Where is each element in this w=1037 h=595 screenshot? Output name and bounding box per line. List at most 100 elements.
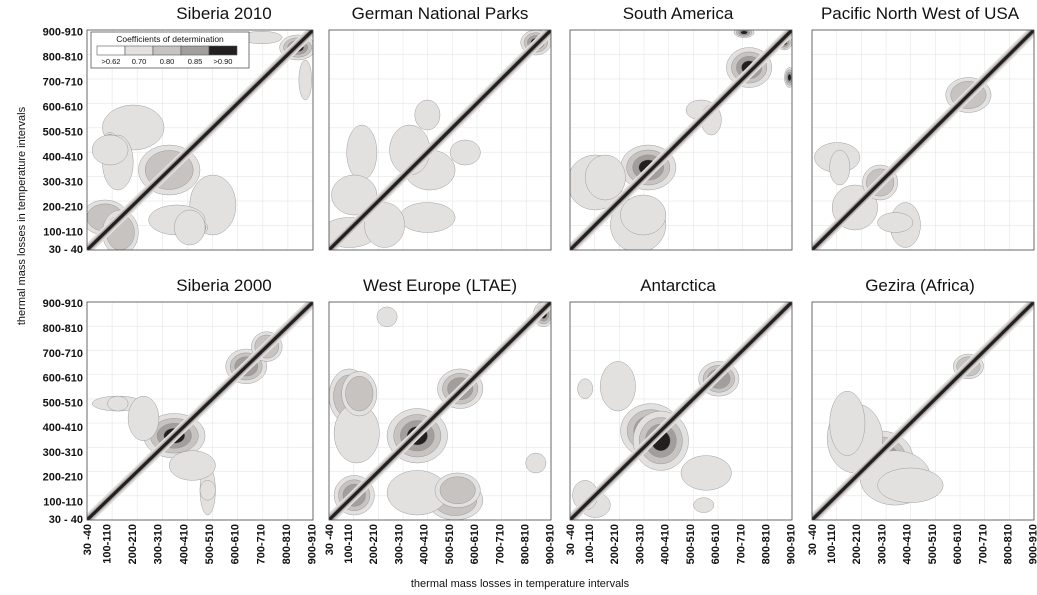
y-tick-label: 200-210: [43, 201, 83, 213]
panel-title: Pacific North West of USA: [820, 4, 1020, 23]
panel-title: South America: [622, 4, 734, 23]
y-tick-label: 600-610: [43, 101, 83, 113]
x-tick-label: 600-610: [469, 524, 481, 564]
y-axis-label: thermal mass losses in temperature inter…: [16, 106, 28, 326]
contour-region: [600, 361, 636, 412]
contour-region: [449, 139, 481, 166]
legend-swatch: [96, 45, 126, 56]
contour-layer: [812, 30, 1034, 250]
x-tick-label: 200-210: [851, 524, 863, 564]
contour-layer: [87, 30, 313, 250]
contour-region: [364, 202, 405, 248]
x-tick-label: 900-910: [1028, 524, 1037, 564]
contour-region: [414, 99, 441, 131]
contour-layer: [329, 30, 551, 250]
y-tick-label: 500-510: [43, 126, 83, 138]
x-tick-label: 100-110: [343, 524, 355, 564]
x-tick-label: 400-410: [660, 524, 672, 564]
contour-region: [829, 149, 851, 186]
panel-frame: [86, 29, 314, 251]
x-tick-label: 700-710: [977, 524, 989, 564]
x-tick-label: 400-410: [902, 524, 914, 564]
contour-region: [584, 154, 626, 201]
heatmap-panel: 30 -40 100-110 200-210 300-310 400-410 500-51…: [324, 301, 557, 564]
diagonal-band: [570, 302, 792, 520]
x-tick-label: 700-710: [735, 524, 747, 564]
x-axis-label: thermal mass losses in temperature inter…: [410, 578, 630, 590]
x-tick-label: 30 -40: [565, 524, 577, 555]
y-tick-label: 500-510: [43, 397, 83, 409]
x-tick-label: 500-510: [444, 524, 456, 564]
diagonal-band: [87, 302, 313, 520]
contour-region: [376, 306, 398, 327]
legend-swatch: [208, 45, 238, 56]
color-legend: Coefficients of determination >0.62 0.70 0.…: [90, 31, 250, 69]
x-tick-label: 900-910: [307, 524, 319, 564]
contour-region: [620, 194, 667, 236]
x-tick-label: 300-310: [393, 524, 405, 564]
y-tick-label: 400-410: [43, 422, 83, 434]
y-tick-label: 700-710: [43, 348, 83, 360]
panel-title: Siberia 2000: [176, 276, 272, 295]
x-tick-label: 300-310: [634, 524, 646, 564]
panel-title: Antarctica: [640, 276, 716, 295]
x-tick-label: 400-410: [419, 524, 431, 564]
x-tick-label: 300-310: [153, 524, 165, 564]
contour-region: [680, 455, 732, 491]
contour-region: [740, 30, 748, 35]
x-tick-label: 800-810: [281, 524, 293, 564]
y-tick-label: 30 - 40: [49, 244, 83, 256]
x-tick-label: 30 -40: [324, 524, 336, 555]
y-tick-label: 700-710: [43, 76, 83, 88]
x-tick-label: 800-810: [520, 524, 532, 564]
legend-label: 0.70: [132, 57, 147, 66]
contour-layer: [329, 302, 551, 520]
x-tick-label: 100-110: [101, 524, 113, 564]
panel-title: Siberia 2010: [176, 4, 272, 23]
contour-region: [127, 395, 160, 441]
y-tick-label: 400-410: [43, 151, 83, 163]
x-tick-label: 800-810: [761, 524, 773, 564]
contour-region: [399, 202, 456, 233]
legend-swatch: [124, 45, 154, 56]
heatmap-panel: [328, 29, 552, 251]
contour-layer: [812, 302, 1034, 520]
contour-region: [439, 476, 476, 504]
x-tick-label: 700-710: [255, 524, 267, 564]
legend-label: 0.80: [160, 57, 175, 66]
diagonal-band: [329, 30, 551, 250]
panel-title: German National Parks: [351, 4, 529, 23]
contour-region: [91, 134, 129, 166]
contour-region: [877, 212, 914, 233]
x-tick-label: 600-610: [230, 524, 242, 564]
contour-region: [877, 467, 944, 503]
x-tick-label: 700-710: [494, 524, 506, 564]
contour-region: [525, 452, 547, 474]
y-tick-label: 100-110: [43, 496, 83, 508]
y-tick-label: 900-910: [43, 26, 83, 38]
legend-label: 0.85: [188, 57, 203, 66]
contour-layer: [570, 30, 792, 250]
contour-region: [787, 73, 792, 82]
x-tick-label: 100-110: [826, 524, 838, 564]
heatmap-panel: [569, 29, 793, 251]
x-tick-label: 400-410: [178, 524, 190, 564]
diagonal-band: [812, 30, 1034, 250]
contour-layer: [87, 302, 313, 520]
panel-frame: [811, 29, 1035, 251]
legend-swatch: [180, 45, 210, 56]
x-tick-label: 30 -40: [807, 524, 819, 555]
contour-region: [693, 497, 714, 513]
contour-region: [345, 376, 374, 412]
x-tick-label: 200-210: [127, 524, 139, 564]
y-tick-label: 600-610: [43, 373, 83, 385]
panel-title: West Europe (LTAE): [363, 276, 517, 295]
x-tick-label: 600-610: [952, 524, 964, 564]
heatmap-panel: 30 -40 100-110 200-210 300-310 400-410 500-51…: [807, 301, 1037, 564]
legend-label: >0.90: [214, 57, 233, 66]
panel-frame: [811, 301, 1035, 521]
contour-region: [346, 124, 378, 181]
heatmap-panel: [811, 29, 1035, 251]
panel-frame: [328, 301, 552, 521]
x-tick-label: 500-510: [685, 524, 697, 564]
